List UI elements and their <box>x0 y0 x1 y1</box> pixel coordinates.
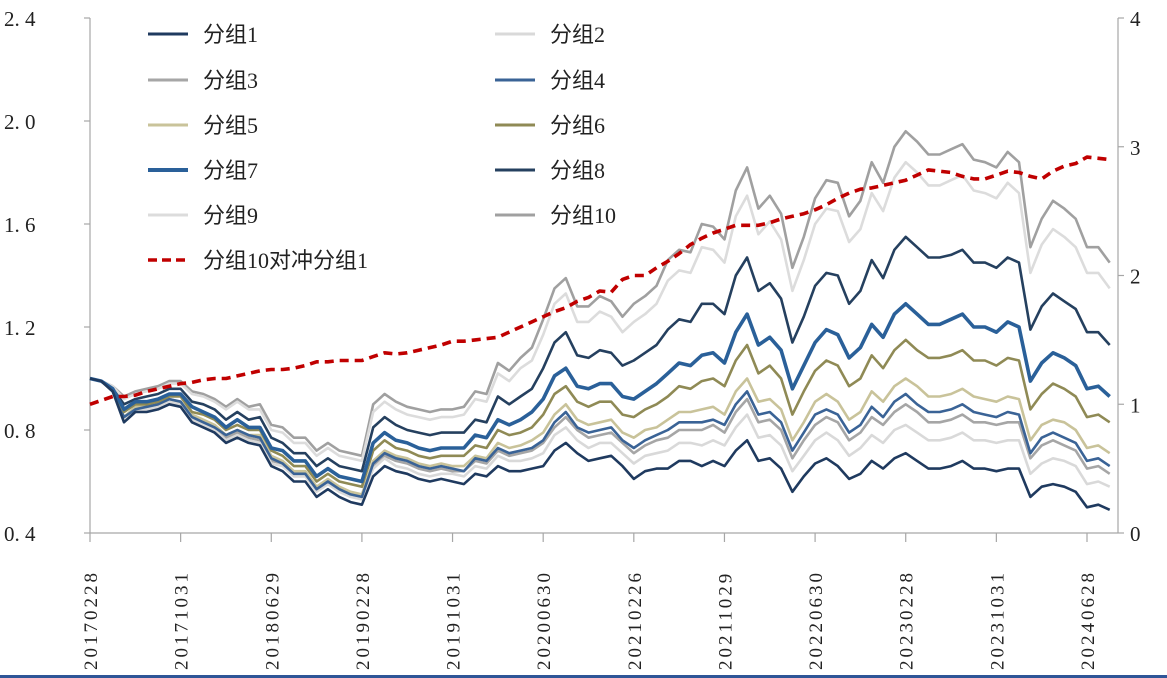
legend-label: 分组1 <box>203 22 258 47</box>
legend-label: 分组2 <box>550 22 605 47</box>
legend-item: 分组2 <box>495 22 605 47</box>
y2-tick-label: 4 <box>1130 7 1141 31</box>
series-line-2 <box>89 377 1111 501</box>
legend-item: 分组1 <box>148 22 258 47</box>
y2-tick-label: 0 <box>1130 522 1141 546</box>
y2-tick-label: 2 <box>1130 265 1141 289</box>
y-tick-label: 1. 2 <box>4 316 36 340</box>
legend-label: 分组7 <box>203 158 258 183</box>
legend-label: 分组10对冲分组1 <box>203 248 368 273</box>
series-line-5 <box>89 377 1111 496</box>
y-tick-label: 0. 8 <box>4 419 36 443</box>
series-line-7 <box>89 301 1111 484</box>
x-tick-label: 20191031 <box>444 570 465 670</box>
y-tick-label: 0. 4 <box>4 522 36 546</box>
legend-item: 分组5 <box>148 113 258 138</box>
legend-label: 分组3 <box>203 68 258 93</box>
y2-tick-label: 3 <box>1130 136 1141 160</box>
y2-tick-label: 1 <box>1130 393 1141 417</box>
x-tick-label: 20190228 <box>353 570 374 670</box>
y-tick-label: 2. 4 <box>4 7 36 31</box>
series-line-4 <box>89 377 1111 499</box>
legend-label: 分组10 <box>550 203 616 228</box>
series-lines <box>89 130 1111 511</box>
series-line-9 <box>89 160 1111 463</box>
legend-item: 分组10 <box>495 203 616 228</box>
y-tick-label: 2. 0 <box>4 110 36 134</box>
legend: 分组1 分组2 分组3 分组4 分组5 分组6 分组7 分组8 分组9 分组10 分组10对冲分组1 <box>148 22 616 273</box>
legend-item: 分组6 <box>495 113 605 138</box>
x-tick-label: 20231031 <box>987 570 1008 670</box>
legend-item: 分组8 <box>495 158 605 183</box>
x-tick-label: 20200630 <box>534 570 555 670</box>
legend-label: 分组5 <box>203 113 258 138</box>
series-line-1 <box>89 377 1111 511</box>
x-tick-label: 20220630 <box>806 570 827 670</box>
x-tick-label: 20211029 <box>715 571 736 670</box>
x-tick-label: 20170228 <box>81 570 102 670</box>
legend-label: 分组8 <box>550 158 605 183</box>
legend-label: 分组4 <box>550 68 605 93</box>
series-line-hedge <box>89 155 1110 407</box>
legend-item: 分组7 <box>148 158 258 183</box>
legend-item: 分组4 <box>495 68 605 93</box>
x-tick-label: 20180629 <box>262 570 283 670</box>
legend-label: 分组9 <box>203 203 258 228</box>
legend-item: 分组3 <box>148 68 258 93</box>
legend-label: 分组6 <box>550 113 605 138</box>
x-tick-label: 20240628 <box>1078 570 1099 670</box>
y-tick-label: 1. 6 <box>4 213 36 237</box>
x-tick-label: 20210226 <box>625 570 646 670</box>
axes: 0. 4 0. 8 1. 2 1. 6 2. 0 2. 4 0 1 2 3 4 20170228 201… <box>4 7 1141 670</box>
legend-item: 分组10对冲分组1 <box>148 248 368 273</box>
x-tick-label: 20230228 <box>897 570 918 670</box>
legend-item: 分组9 <box>148 203 258 228</box>
series-line-8 <box>89 235 1111 473</box>
x-tick-label: 20171031 <box>172 570 193 670</box>
series-line-10 <box>89 130 1111 458</box>
